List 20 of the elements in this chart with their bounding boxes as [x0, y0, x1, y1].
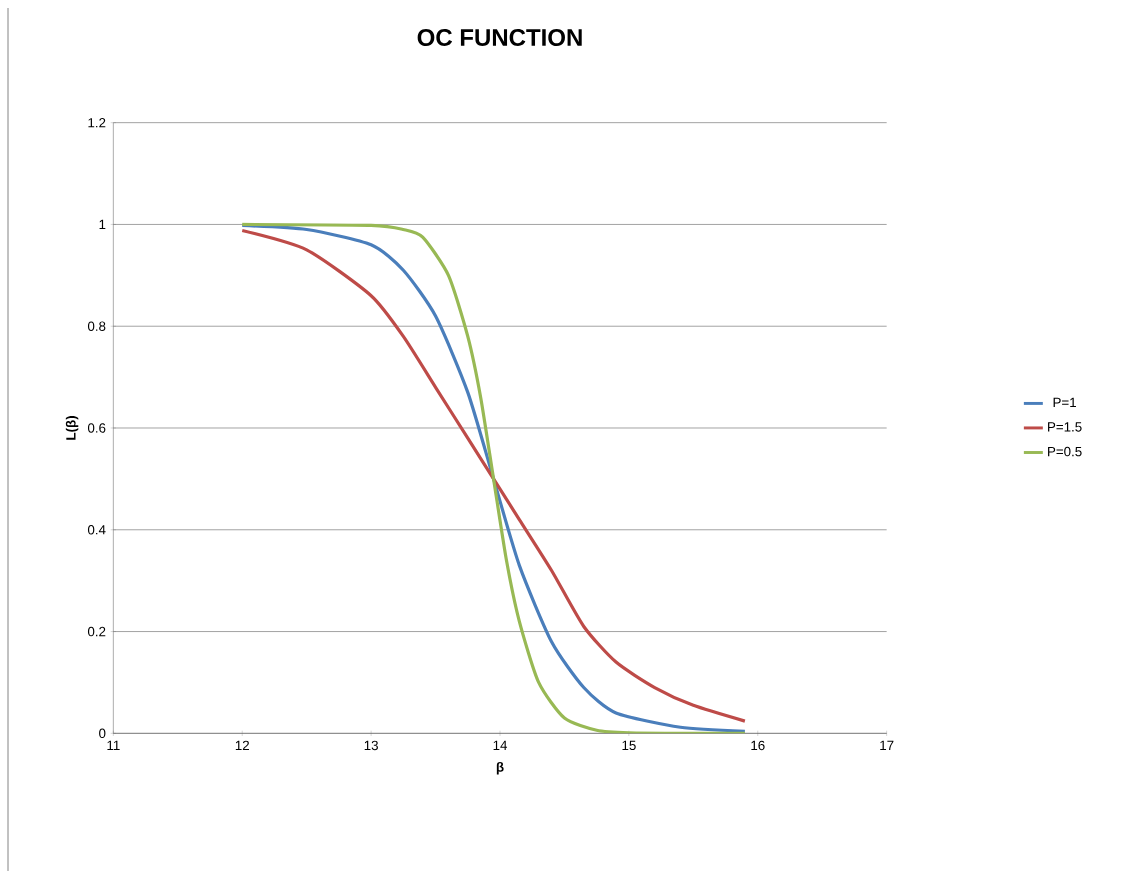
x-tick-label: 15 — [622, 740, 636, 751]
y-tick-label: 0 — [99, 728, 106, 739]
y-tick-label: 1.2 — [88, 118, 106, 128]
chart-title: OC FUNCTION — [417, 28, 582, 46]
x-axis-title: β — [496, 761, 504, 775]
y-tick-label: 0.4 — [87, 525, 106, 535]
legend-label: P=1.5 — [1048, 422, 1082, 432]
x-tick-label: 17 — [880, 740, 894, 750]
legend-label: P=0.5 — [1048, 446, 1082, 457]
x-tick-label: 11 — [107, 740, 120, 750]
y-tick-label: 0.8 — [87, 321, 106, 331]
x-tick-label: 13 — [364, 740, 378, 751]
y-tick-label: 0.6 — [87, 423, 106, 433]
y-axis-title: L(β) — [65, 416, 79, 440]
x-tick-label: 12 — [235, 740, 249, 751]
x-tick-label: 14 — [493, 740, 508, 750]
x-tick-label: 16 — [751, 740, 765, 751]
legend-label: P=1 — [1053, 397, 1076, 408]
y-tick-label: 0.2 — [87, 626, 106, 637]
y-tick-label: 1 — [99, 219, 106, 230]
